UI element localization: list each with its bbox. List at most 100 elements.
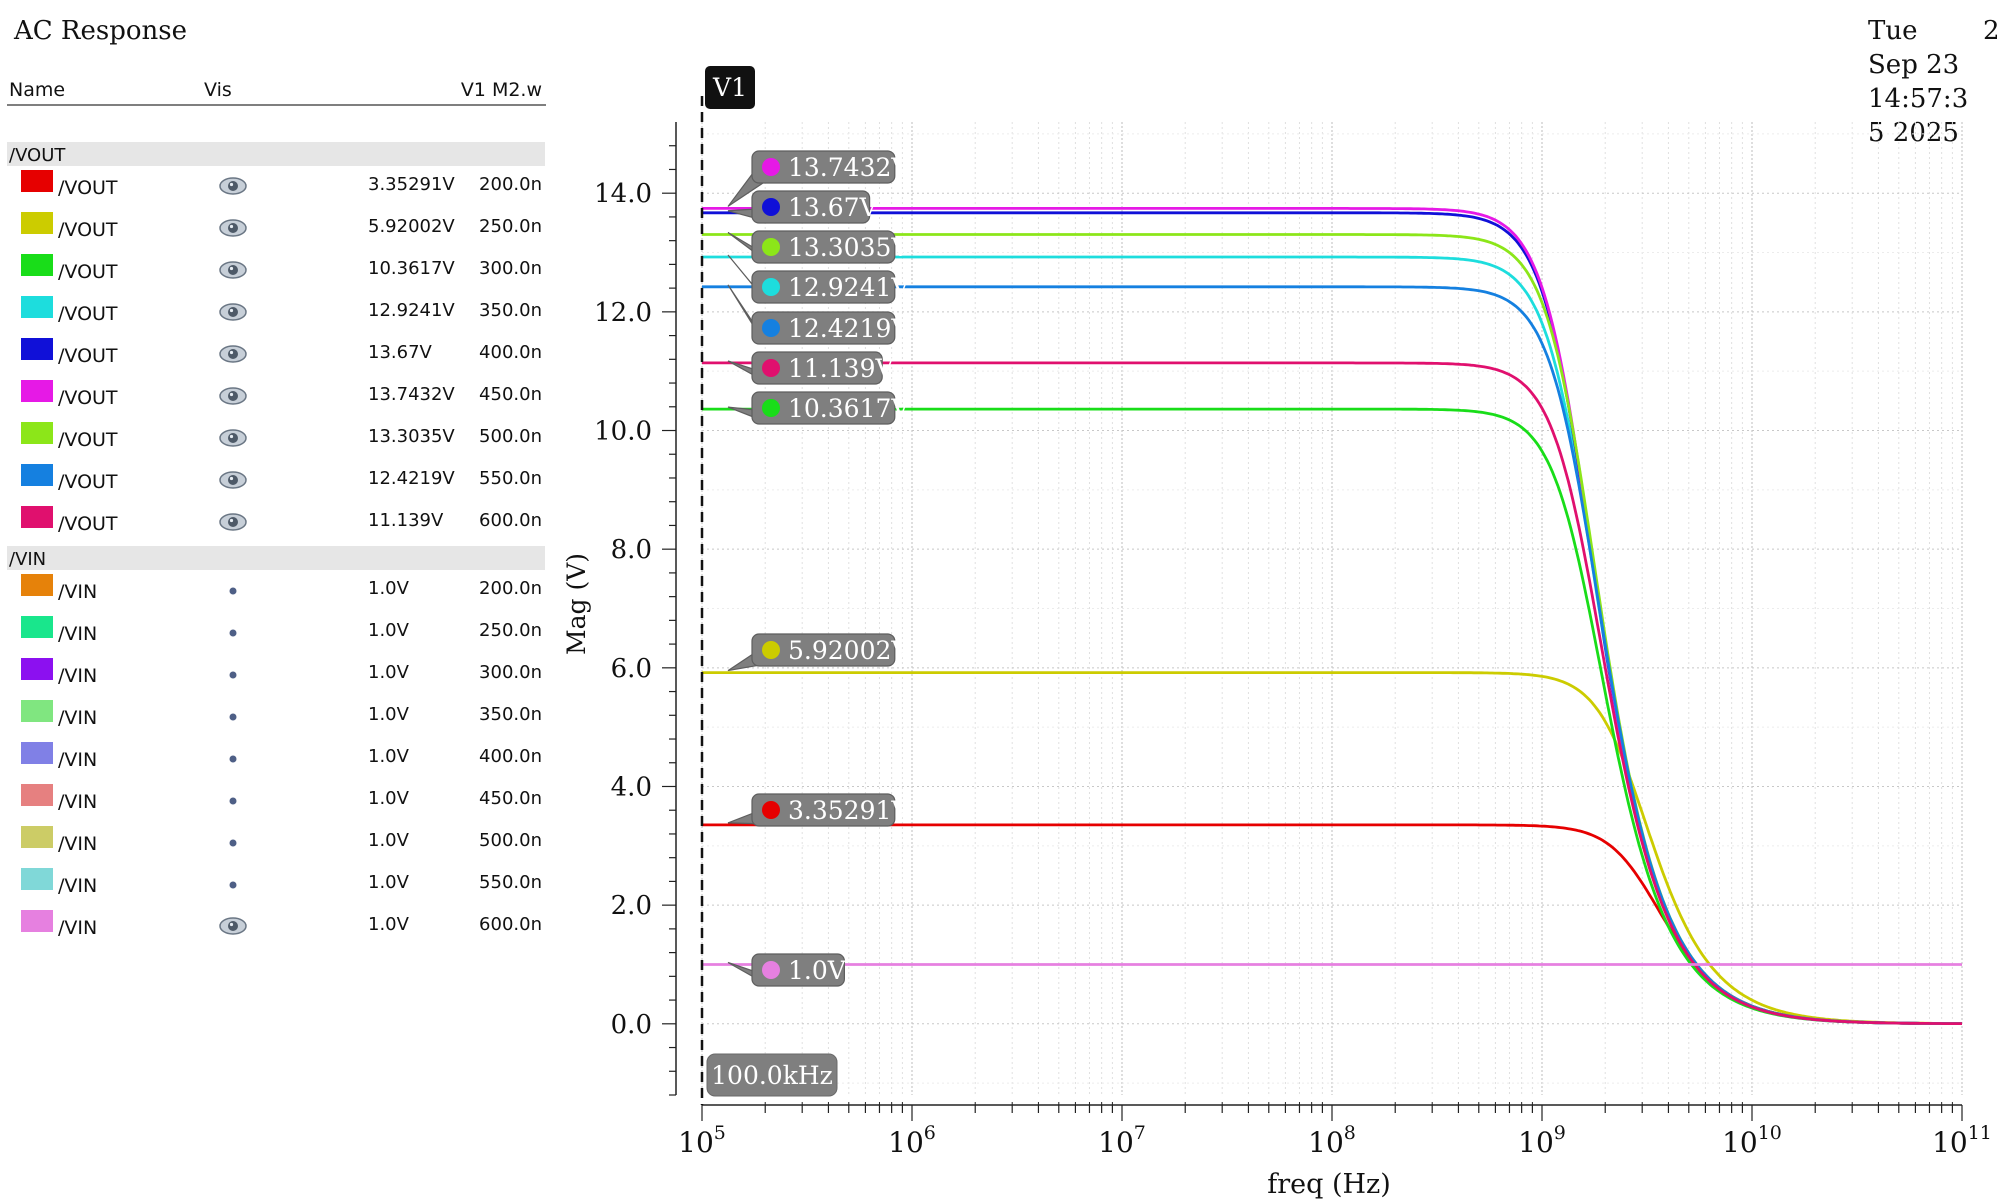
table-row[interactable]: /VIN 1.0V 200.0n [21, 574, 542, 603]
eye-icon[interactable] [219, 429, 247, 447]
table-row[interactable]: /VIN 1.0V 600.0n [21, 910, 542, 939]
table-row[interactable]: /VOUT 3.35291V 200.0n [21, 170, 542, 199]
v1-value: 12.4219V [368, 468, 455, 489]
datetime-stamp: Tue Sep 23 14:57:3 5 2025 2 [1868, 16, 2000, 148]
marker-callout: 11.139V [727, 351, 894, 385]
callout-color-dot [762, 801, 780, 819]
y-tick-label: 14.0 [594, 179, 652, 209]
x-tick-label: 108 [1308, 1122, 1356, 1159]
v1-value: 1.0V [368, 662, 410, 683]
table-row[interactable]: /VOUT 13.67V 400.0n [21, 338, 542, 367]
v1-marker-cursor[interactable]: V1 100.0kHz [700, 66, 838, 1105]
signal-name: /VIN [58, 665, 97, 687]
eye-icon[interactable] [219, 513, 247, 531]
marker-callout: 3.35291V [727, 793, 910, 827]
signal-name: /VOUT [58, 429, 118, 451]
x-tick-label: 109 [1518, 1122, 1566, 1159]
callout-value: 1.0V [788, 956, 847, 985]
table-row[interactable]: /VIN 1.0V 450.0n [21, 784, 542, 813]
table-row[interactable]: /VIN 1.0V 500.0n [21, 826, 542, 855]
signal-name: /VIN [58, 875, 97, 897]
series-line [702, 671, 1962, 1025]
m2w-value: 600.0n [479, 510, 542, 531]
signal-name: /VOUT [58, 345, 118, 367]
table-row[interactable]: /VOUT 11.139V 600.0n [21, 506, 542, 535]
m2w-value: 300.0n [479, 258, 542, 279]
eye-icon[interactable] [219, 917, 247, 935]
marker-callout: 12.9241V [727, 254, 910, 304]
callout-color-dot [762, 961, 780, 979]
color-swatch [21, 506, 53, 528]
table-row[interactable]: /VOUT 5.92002V 250.0n [21, 212, 542, 241]
y-tick-label: 2.0 [611, 891, 652, 921]
table-row[interactable]: /VIN 1.0V 350.0n [21, 700, 542, 729]
hidden-dot-icon[interactable] [229, 629, 237, 637]
group-name: /VIN [9, 549, 46, 570]
hidden-dot-icon[interactable] [229, 797, 237, 805]
color-swatch [21, 574, 53, 596]
y-tick-label: 10.0 [594, 417, 652, 447]
eye-icon[interactable] [219, 303, 247, 321]
color-swatch [21, 910, 53, 932]
v1-value: 10.3617V [368, 258, 455, 279]
table-row[interactable]: /VOUT 13.3035V 500.0n [21, 422, 542, 451]
group-header[interactable]: /VOUT [7, 142, 545, 166]
m2w-value: 200.0n [479, 578, 542, 599]
chart-grid [701, 122, 1963, 1095]
group-header-background [7, 546, 545, 570]
callout-value: 12.4219V [788, 314, 910, 343]
v1-value: 1.0V [368, 746, 410, 767]
callout-value: 3.35291V [788, 796, 910, 825]
eye-icon[interactable] [219, 177, 247, 195]
callout-box [751, 230, 896, 264]
series-line [702, 361, 1962, 1025]
callout-box [751, 190, 871, 224]
x-tick-label: 107 [1098, 1122, 1146, 1159]
callout-box [751, 391, 896, 425]
table-row[interactable]: /VIN 1.0V 300.0n [21, 658, 542, 687]
hidden-dot-icon[interactable] [229, 713, 237, 721]
color-swatch [21, 296, 53, 318]
hidden-dot-icon[interactable] [229, 755, 237, 763]
hidden-dot-icon[interactable] [229, 671, 237, 679]
column-header-values: V1 M2.w [461, 79, 542, 101]
hidden-dot-icon[interactable] [229, 587, 237, 595]
eye-icon[interactable] [219, 345, 247, 363]
table-row[interactable]: /VOUT 13.7432V 450.0n [21, 380, 542, 409]
eye-icon[interactable] [219, 387, 247, 405]
datetime-overflow: 2 [1983, 16, 2000, 46]
signal-name: /VIN [58, 791, 97, 813]
hidden-dot-icon[interactable] [229, 881, 237, 889]
eye-icon[interactable] [219, 261, 247, 279]
m2w-value: 250.0n [479, 620, 542, 641]
cursor-tag[interactable]: V1 [705, 66, 755, 109]
eye-icon[interactable] [219, 471, 247, 489]
m2w-value: 450.0n [479, 788, 542, 809]
table-row[interactable]: /VOUT 12.9241V 350.0n [21, 296, 542, 325]
cursor-frequency-tag: 100.0kHz [706, 1053, 838, 1097]
color-swatch [21, 742, 53, 764]
eye-icon[interactable] [219, 219, 247, 237]
table-row[interactable]: /VOUT 10.3617V 300.0n [21, 254, 542, 283]
v1-value: 1.0V [368, 704, 410, 725]
table-row[interactable]: /VOUT 12.4219V 550.0n [21, 464, 542, 493]
v1-value: 1.0V [368, 620, 410, 641]
hidden-dot-icon[interactable] [229, 839, 237, 847]
signal-name: /VIN [58, 917, 97, 939]
callout-value: 5.92002V [788, 636, 910, 665]
table-row[interactable]: /VIN 1.0V 550.0n [21, 868, 542, 897]
group-header[interactable]: /VIN [7, 546, 545, 570]
table-row[interactable]: /VIN 1.0V 250.0n [21, 616, 542, 645]
marker-callouts: 13.7432V 13.67V 13.3035V 12.9241V 12.4219V 11… [727, 150, 910, 987]
color-swatch [21, 700, 53, 722]
y-tick-label: 4.0 [611, 772, 652, 802]
signal-name: /VIN [58, 581, 97, 603]
y-tick-label: 0.0 [611, 1010, 652, 1040]
m2w-value: 300.0n [479, 662, 542, 683]
signal-name: /VOUT [58, 177, 118, 199]
m2w-value: 200.0n [479, 174, 542, 195]
table-row[interactable]: /VIN 1.0V 400.0n [21, 742, 542, 771]
v1-value: 1.0V [368, 578, 410, 599]
signal-name: /VOUT [58, 303, 118, 325]
callout-box [751, 270, 896, 304]
